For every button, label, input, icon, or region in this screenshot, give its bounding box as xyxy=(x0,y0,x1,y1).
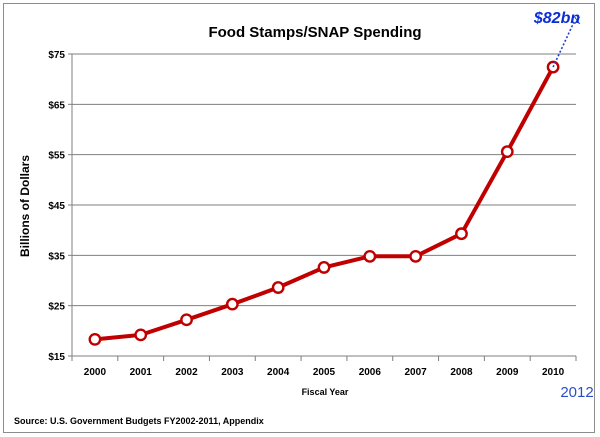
x-tick-label-2008: 2008 xyxy=(450,367,473,378)
data-point-2001 xyxy=(134,328,148,342)
x-axis-ticks: 2000 2001 2002 2003 2004 2005 2006 2007 2008 2009… xyxy=(71,356,577,378)
y-axis-label: Billions of Dollars xyxy=(18,155,32,257)
chart-frame xyxy=(3,3,595,433)
y-tick-label: $25 xyxy=(48,302,65,313)
x-tick-label-2003: 2003 xyxy=(221,367,244,378)
gridlines xyxy=(72,53,576,307)
data-point-2006 xyxy=(363,249,377,263)
y-tick-label: $15 xyxy=(48,352,65,363)
data-point-2008 xyxy=(455,227,468,241)
x-tick-label-2001: 2001 xyxy=(130,367,153,378)
y-axis-ticks: $15 $25 $35 $45 $55 $65 $75 xyxy=(48,50,72,363)
projection-dotted-line xyxy=(552,21,575,68)
x-axis-label: Fiscal Year xyxy=(302,387,349,397)
data-point-2007 xyxy=(409,249,423,263)
x-tick-label-2010: 2010 xyxy=(542,367,565,378)
y-tick-label: $65 xyxy=(48,100,65,111)
series-line-0 xyxy=(94,66,555,342)
x-tick-label-2007: 2007 xyxy=(405,367,428,378)
data-point-2005 xyxy=(317,261,331,274)
x-tick-label-2006: 2006 xyxy=(359,367,382,378)
data-point-2009 xyxy=(500,145,514,159)
data-point-2004 xyxy=(271,281,285,294)
data-point-2002 xyxy=(180,313,193,327)
x-tick-label-2009: 2009 xyxy=(496,367,519,378)
x-tick-label-2000: 2000 xyxy=(84,367,107,378)
data-point-2003 xyxy=(225,297,239,311)
series-layer xyxy=(88,60,560,346)
source-note: Source: U.S. Government Budgets FY2002-2… xyxy=(14,416,264,426)
projection-layer: x xyxy=(552,12,581,68)
x-tick-label-2002: 2002 xyxy=(175,367,198,378)
data-point-2000 xyxy=(88,332,102,346)
projection-label: $82bn xyxy=(533,10,580,27)
x-tick-label-2005: 2005 xyxy=(313,367,336,378)
x-tick-label-2004: 2004 xyxy=(267,367,290,378)
chart-title: Food Stamps/SNAP Spending xyxy=(208,24,421,41)
y-tick-label: $55 xyxy=(48,151,65,162)
projection-marker: x xyxy=(574,12,581,27)
y-tick-label: $75 xyxy=(48,50,65,61)
projection-year: 2012 xyxy=(560,384,593,401)
y-tick-label: $45 xyxy=(48,201,65,212)
y-tick-label: $35 xyxy=(48,251,65,262)
